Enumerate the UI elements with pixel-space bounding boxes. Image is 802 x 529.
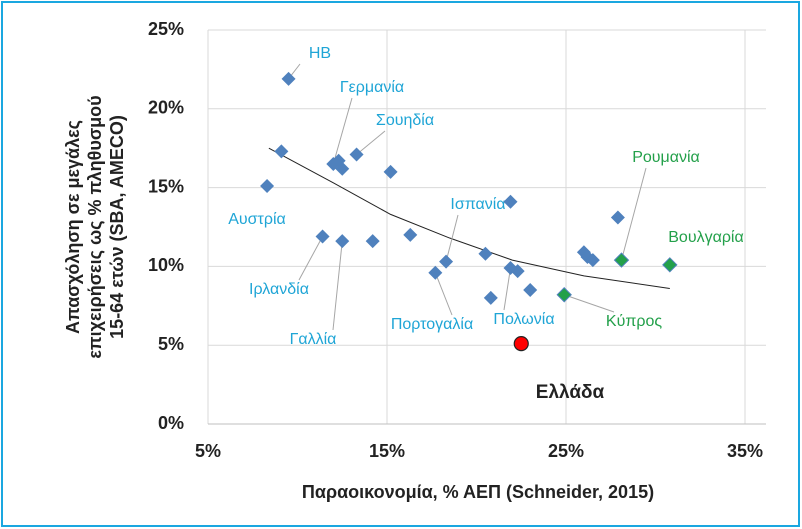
point-label: Αυστρία [228,211,286,228]
point-label: Ρουμανία [632,149,700,166]
leader-line [621,167,647,261]
point-label: Ισπανία [450,196,505,213]
x-axis-label: Παραοικονομία, % ΑΕΠ (Schneider, 2015) [302,482,654,502]
y-tick-label: 25% [148,19,184,39]
point [613,252,630,268]
y-axis-label-line: Απασχόληση σε μεγάλες [63,120,83,334]
point [335,161,350,176]
point-label: Πορτογαλία [391,316,473,333]
leader-line [564,294,615,313]
point-label: Ιρλανδία [249,281,309,298]
point [260,179,275,194]
point [439,254,454,269]
leader-line [434,272,453,316]
point [281,71,296,86]
point [383,164,398,179]
leader-line [356,130,386,155]
point [274,144,289,159]
y-tick-label: 15% [148,176,184,196]
leader-line [503,267,512,311]
y-tick-label: 10% [148,255,184,275]
trend-line [268,147,670,289]
y-tick-label: 0% [158,413,184,433]
point [365,234,380,249]
y-axis-label-line: 15-64 ετών (SBA, AMECO) [107,115,127,339]
point [610,210,625,225]
point [523,283,538,298]
x-tick-label: 5% [195,441,221,461]
y-axis-label: Απασχόληση σε μεγάλες επιχειρήσεις ως % … [63,95,127,358]
point [513,336,529,352]
point-label: Βουλγαρία [668,229,743,246]
leader-line [298,236,323,281]
x-tick-label: 35% [727,441,763,461]
point-label: Ελλάδα [536,382,605,403]
point [478,246,493,261]
point-label: Κύπρος [606,313,662,330]
y-tick-label: 5% [158,334,184,354]
point [510,264,525,279]
x-tick-label: 15% [369,441,405,461]
point [403,227,418,242]
y-tick-label: 20% [148,98,184,118]
point [335,234,350,249]
point [662,257,678,273]
point [349,147,364,162]
point [315,229,330,244]
point-label: Γερμανία [340,79,404,96]
point-label: Γαλλία [290,331,337,348]
point [428,265,443,280]
leader-line [332,97,353,165]
y-axis-label-line: επιχειρήσεις ως % πληθυσμού [85,95,105,358]
x-tick-label: 25% [548,441,584,461]
leader-line [445,214,459,262]
point [585,253,600,268]
point-label: ΗΒ [309,45,331,62]
point [503,194,518,209]
point [483,290,498,305]
leader-line [332,241,343,331]
point-label: Σουηδία [376,112,434,129]
point [556,287,572,303]
point-label: Πολωνία [493,311,554,328]
